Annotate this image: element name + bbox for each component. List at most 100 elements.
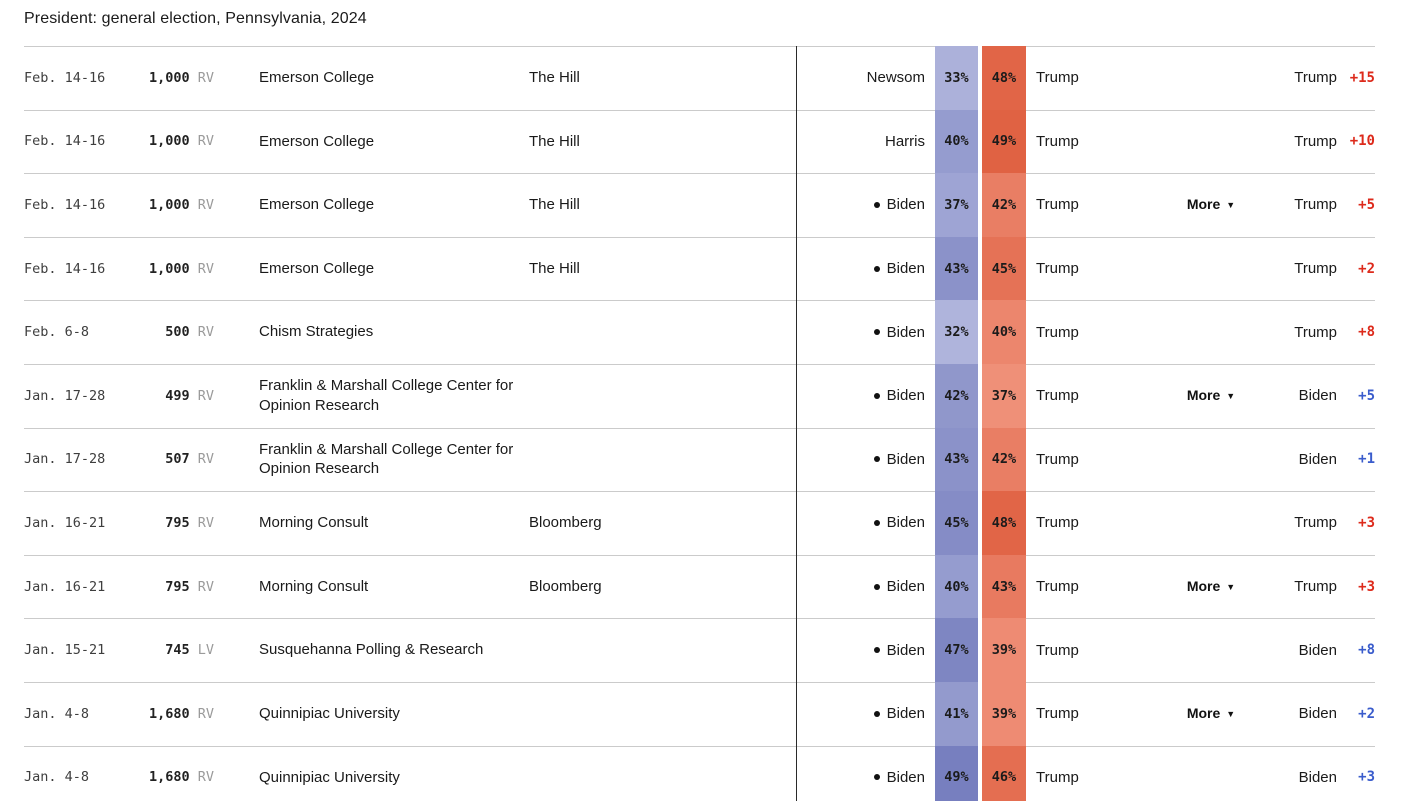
page-title: President: general election, Pennsylvani… — [24, 10, 367, 27]
leader-margin: +2 — [1358, 705, 1375, 722]
sample-type: RV — [189, 260, 214, 277]
pollster-name: Morning Consult — [259, 514, 369, 532]
more-cell: More▼ — [1156, 768, 1266, 786]
poll-row: Feb. 14-16 1,000 RV Emerson College The … — [24, 109, 1375, 174]
leader-name: Biden — [1298, 387, 1337, 405]
leader-margin: +8 — [1358, 642, 1375, 659]
leader-margin: +8 — [1358, 324, 1375, 341]
poll-date: Jan. 16-21 — [24, 514, 106, 531]
pollster-name: Emerson College — [259, 132, 375, 150]
more-cell: More▼ — [1156, 450, 1266, 468]
rep-candidate-name: Trump — [1036, 705, 1079, 723]
more-button-label: More — [1186, 704, 1221, 721]
more-cell: More▼ — [1156, 69, 1266, 87]
rep-candidate-name: Trump — [1036, 387, 1079, 405]
dem-candidate-name: Biden — [886, 387, 925, 405]
dem-candidate-name: Biden — [886, 323, 925, 341]
poll-row: Feb. 14-16 1,000 RV Emerson College The … — [24, 236, 1375, 301]
more-cell: More▼ — [1156, 132, 1266, 150]
incumbent-dot-icon — [873, 392, 880, 399]
pollster-name: Emerson College — [259, 69, 375, 87]
sample-count: 1,000 — [148, 196, 190, 213]
sample-count: 1,000 — [148, 260, 190, 277]
leader-margin: +3 — [1358, 578, 1375, 595]
sample-size: 1,000 RV — [144, 261, 214, 277]
pollster-name: Quinnipiac University — [259, 704, 400, 722]
rep-candidate-name: Trump — [1036, 196, 1079, 214]
more-button[interactable]: More ▼ — [1187, 196, 1235, 212]
sample-size: 1,680 RV — [144, 706, 214, 722]
poll-date: Jan. 17-28 — [24, 387, 106, 404]
sponsor-name: The Hill — [529, 69, 580, 87]
poll-date: Feb. 14-16 — [24, 133, 106, 150]
leader-name: Biden — [1298, 705, 1337, 723]
poll-row: Feb. 14-16 1,000 RV Emerson College The … — [24, 46, 1375, 110]
dem-candidate-name: Biden — [886, 768, 925, 786]
incumbent-dot-icon — [873, 774, 880, 781]
sample-count: 795 — [165, 514, 190, 531]
poll-date: Jan. 4-8 — [24, 705, 90, 722]
more-button[interactable]: More ▼ — [1187, 387, 1235, 403]
sample-count: 1,000 — [148, 69, 190, 86]
rep-candidate-name: Trump — [1036, 69, 1079, 87]
poll-date: Jan. 4-8 — [24, 769, 90, 786]
dem-candidate: Biden — [796, 451, 935, 468]
rep-pct-cell: 39% — [982, 681, 1026, 746]
poll-row: Jan. 4-8 1,680 RV Quinnipiac University … — [24, 745, 1375, 801]
sample-size: 500 RV — [144, 324, 214, 340]
rep-pct-cell: 49% — [982, 109, 1026, 174]
sample-type: RV — [189, 196, 214, 213]
incumbent-dot-icon — [873, 456, 880, 463]
rep-pct-cell: 48% — [982, 46, 1026, 110]
rep-pct-cell: 42% — [982, 427, 1026, 492]
dem-pct-cell: 40% — [935, 109, 978, 174]
sample-count: 1,000 — [148, 133, 190, 150]
poll-date: Jan. 15-21 — [24, 642, 106, 659]
sponsor-name: The Hill — [529, 260, 580, 278]
leader-name: Trump — [1294, 132, 1337, 150]
more-cell: More▼ — [1156, 641, 1266, 659]
incumbent-dot-icon — [873, 329, 880, 336]
poll-date: Feb. 14-16 — [24, 196, 106, 213]
pollster-name: Emerson College — [259, 259, 375, 277]
more-button[interactable]: More ▼ — [1187, 705, 1235, 721]
rep-candidate-name: Trump — [1036, 641, 1079, 659]
more-cell: More▼ — [1156, 705, 1266, 723]
sample-size: 745 LV — [144, 642, 214, 658]
more-button[interactable]: More ▼ — [1187, 578, 1235, 594]
more-cell: More▼ — [1156, 323, 1266, 341]
sample-type: RV — [189, 705, 214, 722]
sample-size: 507 RV — [144, 451, 214, 467]
sample-type: RV — [189, 133, 214, 150]
incumbent-dot-icon — [873, 710, 880, 717]
dem-candidate: Biden — [796, 260, 935, 277]
leader-name: Trump — [1294, 196, 1337, 214]
pollster-name: Chism Strategies — [259, 323, 374, 341]
more-button-label: More — [1186, 195, 1221, 212]
rep-candidate-name: Trump — [1036, 323, 1079, 341]
dem-candidate: Biden — [796, 642, 935, 659]
incumbent-dot-icon — [873, 583, 880, 590]
dem-pct-cell: 45% — [935, 491, 978, 555]
dem-candidate: Newsom — [796, 69, 935, 86]
dem-pct-cell: 43% — [935, 236, 978, 301]
sample-count: 1,680 — [148, 769, 190, 786]
dem-candidate-name: Biden — [886, 450, 925, 468]
rep-pct-cell: 45% — [982, 236, 1026, 301]
leader-margin: +2 — [1358, 260, 1375, 277]
dem-candidate: Biden — [796, 196, 935, 213]
leader-name: Trump — [1294, 514, 1337, 532]
dem-candidate-name: Newsom — [866, 69, 925, 87]
leader-margin: +10 — [1349, 133, 1375, 150]
more-cell: More▼ — [1156, 196, 1266, 214]
leader-name: Trump — [1294, 260, 1337, 278]
leader-name: Trump — [1294, 323, 1337, 341]
sample-size: 1,000 RV — [144, 133, 214, 149]
leader-name: Trump — [1294, 578, 1337, 596]
dem-pct-cell: 42% — [935, 363, 978, 428]
dem-candidate-name: Biden — [886, 641, 925, 659]
chevron-down-icon: ▼ — [1226, 390, 1236, 401]
rep-candidate-name: Trump — [1036, 514, 1079, 532]
chevron-down-icon: ▼ — [1226, 581, 1236, 592]
